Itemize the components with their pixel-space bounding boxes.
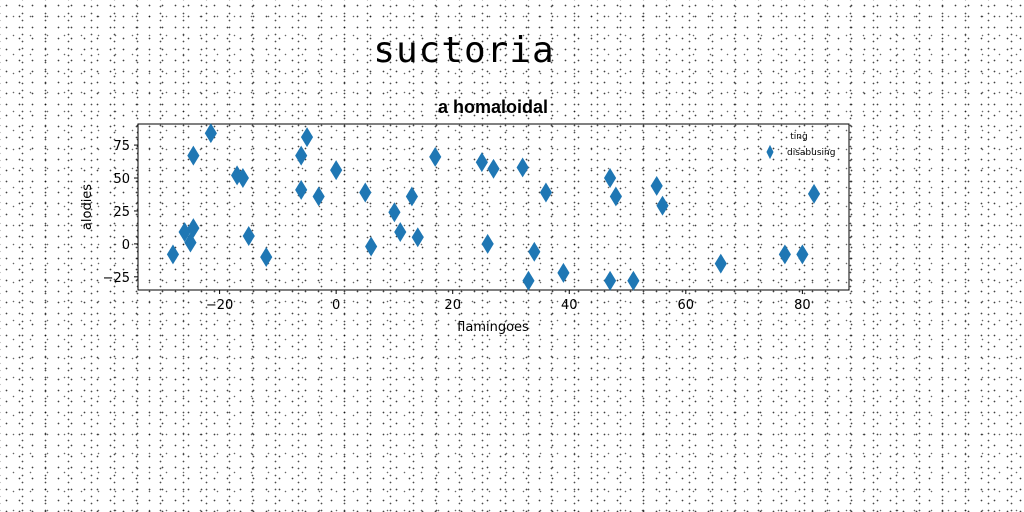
plot-frame bbox=[137, 123, 850, 291]
data-point bbox=[475, 152, 488, 173]
data-point bbox=[300, 127, 314, 148]
figure-suptitle: suctoria bbox=[373, 30, 555, 71]
y-tick-label: 0 bbox=[122, 238, 130, 253]
data-point bbox=[184, 232, 197, 253]
data-points bbox=[166, 123, 821, 291]
legend-marker-disabusing bbox=[766, 144, 774, 160]
x-tick-label: 0 bbox=[332, 298, 340, 313]
data-point bbox=[236, 168, 249, 188]
data-point bbox=[166, 244, 180, 265]
data-point bbox=[359, 182, 372, 203]
data-point bbox=[242, 226, 255, 246]
data-point bbox=[656, 195, 669, 216]
legend: ting disabusing bbox=[766, 132, 835, 160]
data-point bbox=[539, 182, 553, 203]
data-point bbox=[365, 236, 378, 257]
data-point bbox=[603, 168, 617, 188]
data-point bbox=[609, 186, 622, 207]
x-axis-ticks: −20 0 20 40 60 80 bbox=[206, 290, 811, 313]
y-tick-label: 50 bbox=[113, 172, 130, 187]
x-tick-label: 80 bbox=[794, 298, 811, 313]
y-tick-label: −25 bbox=[103, 271, 130, 286]
data-point bbox=[411, 227, 424, 248]
y-axis-label: alodies bbox=[80, 184, 95, 230]
x-tick-label: 40 bbox=[561, 298, 578, 313]
data-point bbox=[295, 145, 308, 166]
data-point bbox=[714, 253, 727, 274]
data-point bbox=[487, 158, 500, 179]
y-tick-label: 25 bbox=[113, 205, 130, 220]
data-point bbox=[394, 222, 407, 242]
data-point bbox=[650, 175, 663, 196]
x-axis-label: flamingoes bbox=[457, 320, 529, 335]
data-point bbox=[204, 123, 217, 144]
data-point bbox=[405, 186, 418, 207]
data-point bbox=[522, 270, 535, 291]
data-point bbox=[187, 145, 200, 166]
y-tick-label: 75 bbox=[113, 139, 130, 154]
data-point bbox=[429, 146, 442, 167]
data-point bbox=[528, 241, 541, 262]
data-point bbox=[295, 179, 308, 200]
data-point bbox=[603, 270, 617, 291]
data-point bbox=[796, 244, 809, 265]
data-point bbox=[807, 183, 821, 204]
data-point bbox=[388, 202, 401, 223]
data-point bbox=[557, 262, 570, 283]
data-point bbox=[778, 244, 791, 265]
y-axis-ticks: −25 0 25 50 75 bbox=[103, 139, 138, 286]
legend-title: ting bbox=[790, 132, 807, 142]
legend-entry-disabusing: disabusing bbox=[787, 148, 835, 158]
data-point bbox=[330, 160, 343, 181]
data-point bbox=[627, 270, 640, 291]
data-point bbox=[516, 157, 529, 178]
chart-title: a homaloidal bbox=[438, 97, 548, 117]
data-point bbox=[312, 186, 325, 207]
data-point bbox=[260, 247, 273, 268]
data-point bbox=[187, 218, 200, 239]
x-tick-label: −20 bbox=[206, 298, 233, 313]
x-tick-label: 20 bbox=[444, 298, 461, 313]
x-tick-label: 60 bbox=[678, 298, 695, 313]
data-point bbox=[481, 233, 494, 254]
